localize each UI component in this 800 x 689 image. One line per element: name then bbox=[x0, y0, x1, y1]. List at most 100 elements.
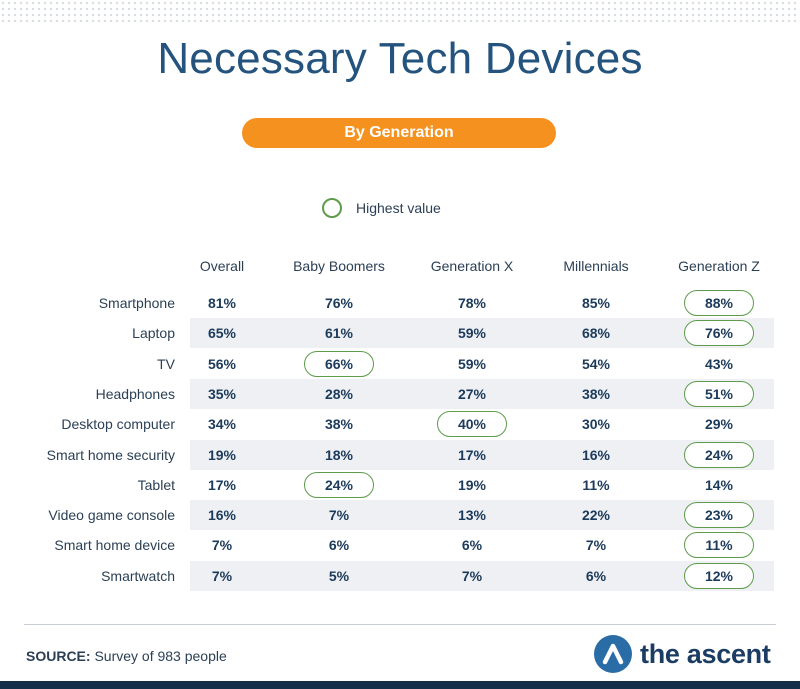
row-label: Headphones bbox=[95, 385, 175, 402]
table-row: Tablet 17% 24% 19% 11% 14% bbox=[0, 470, 800, 500]
highest-value-ring bbox=[684, 502, 754, 529]
table-cell: 12% bbox=[704, 567, 734, 584]
table-cell: 19% bbox=[457, 476, 487, 493]
ascent-logo-icon bbox=[594, 635, 632, 673]
legend-label: Highest value bbox=[356, 200, 441, 216]
row-label: Smart home device bbox=[54, 537, 175, 554]
table-cell: 51% bbox=[704, 385, 734, 402]
highest-value-ring bbox=[684, 532, 754, 559]
chart-title: Necessary Tech Devices bbox=[157, 34, 643, 83]
table-row: Video game console 16% 7% 13% 22% 23% bbox=[0, 500, 800, 531]
table-cell: 78% bbox=[457, 295, 487, 311]
table-cell: 11% bbox=[582, 476, 610, 493]
table-cell: 65% bbox=[207, 325, 237, 342]
table-cell: 38% bbox=[581, 385, 611, 402]
row-label: Smart home security bbox=[46, 446, 175, 463]
table-cell: 59% bbox=[457, 325, 487, 342]
row-label: Smartwatch bbox=[101, 567, 175, 584]
table-cell: 24% bbox=[704, 446, 734, 463]
highest-value-ring bbox=[304, 471, 374, 498]
row-label: Tablet bbox=[137, 476, 175, 493]
table-row: Laptop 65% 61% 59% 68% 76% bbox=[0, 318, 800, 349]
subtitle-pill: By Generation bbox=[242, 118, 556, 148]
table-cell: 23% bbox=[704, 507, 734, 524]
row-label: Desktop computer bbox=[61, 416, 175, 433]
table-cell: 7% bbox=[328, 507, 350, 524]
table-cell: 56% bbox=[207, 355, 237, 372]
column-header: Generation X bbox=[430, 258, 514, 274]
table-cell: 88% bbox=[704, 295, 734, 311]
source-text: Survey of 983 people bbox=[94, 648, 227, 664]
highest-value-ring bbox=[684, 320, 754, 347]
row-shade bbox=[190, 318, 774, 349]
highlight-ring-icon bbox=[322, 198, 342, 218]
table-cell: 30% bbox=[581, 416, 611, 433]
brand-name: the ascent bbox=[640, 639, 771, 669]
table-cell: 59% bbox=[457, 355, 487, 372]
table-cell: 54% bbox=[581, 355, 611, 372]
table-cell: 43% bbox=[704, 355, 734, 372]
table-cell: 13% bbox=[457, 507, 487, 524]
table-cell: 24% bbox=[324, 476, 354, 493]
table-cell: 7% bbox=[585, 537, 607, 554]
table-cell: 16% bbox=[581, 446, 611, 463]
table-cell: 7% bbox=[211, 567, 233, 584]
table-cell: 19% bbox=[207, 446, 237, 463]
table-cell: 35% bbox=[207, 385, 237, 402]
row-label: Video game console bbox=[48, 507, 175, 524]
table-cell: 76% bbox=[704, 325, 734, 342]
table-cell: 76% bbox=[324, 295, 354, 311]
table-row: Smart home device 7% 6% 6% 7% 11% bbox=[0, 530, 800, 560]
highest-value-ring bbox=[684, 441, 754, 468]
table-cell: 14% bbox=[704, 476, 734, 493]
table-row: Smartphone 81% 76% 78% 85% 88% bbox=[0, 288, 800, 318]
table-cell: 18% bbox=[324, 446, 354, 463]
table-row: Smart home security 19% 18% 17% 16% 24% bbox=[0, 439, 800, 470]
bottom-bar bbox=[0, 681, 800, 689]
table-cell: 61% bbox=[324, 325, 354, 342]
row-shade bbox=[190, 500, 774, 531]
column-header: Baby Boomers bbox=[293, 258, 385, 274]
table-cell: 22% bbox=[581, 507, 611, 524]
highest-value-ring bbox=[684, 562, 754, 589]
column-header: Generation Z bbox=[678, 258, 760, 274]
row-shade bbox=[190, 378, 774, 409]
row-label: TV bbox=[157, 355, 175, 372]
table-row: TV 56% 66% 59% 54% 43% bbox=[0, 349, 800, 379]
table-cell: 11% bbox=[705, 537, 733, 554]
table-cell: 6% bbox=[461, 537, 483, 554]
column-header: Overall bbox=[199, 258, 245, 274]
table-cell: 16% bbox=[207, 507, 237, 524]
row-shade bbox=[190, 439, 774, 470]
table-cell: 85% bbox=[581, 295, 611, 311]
row-shade bbox=[190, 560, 774, 591]
footer-divider bbox=[24, 624, 776, 625]
table-cell: 6% bbox=[585, 567, 607, 584]
table-cell: 7% bbox=[461, 567, 483, 584]
column-header: Millennials bbox=[563, 258, 629, 274]
table-cell: 5% bbox=[328, 567, 350, 584]
highest-value-ring bbox=[304, 350, 374, 377]
table-cell: 29% bbox=[704, 416, 734, 433]
source-note: SOURCE: Survey of 983 people bbox=[26, 648, 227, 664]
table-cell: 27% bbox=[457, 385, 487, 402]
table-row: Headphones 35% 28% 27% 38% 51% bbox=[0, 378, 800, 409]
table-cell: 6% bbox=[328, 537, 350, 554]
table-cell: 40% bbox=[457, 416, 487, 433]
table-cell: 66% bbox=[324, 355, 354, 372]
table-cell: 38% bbox=[324, 416, 354, 433]
table-cell: 17% bbox=[207, 476, 237, 493]
row-label: Smartphone bbox=[98, 295, 175, 311]
table-cell: 34% bbox=[207, 416, 237, 433]
table-cell: 7% bbox=[211, 537, 233, 554]
table-row: Desktop computer 34% 38% 40% 30% 29% bbox=[0, 409, 800, 439]
highest-value-ring bbox=[437, 411, 507, 438]
dotted-header-band bbox=[0, 0, 800, 22]
table-cell: 81% bbox=[207, 295, 237, 311]
table-cell: 68% bbox=[581, 325, 611, 342]
table-cell: 17% bbox=[457, 446, 487, 463]
source-label: SOURCE: bbox=[26, 648, 91, 664]
table-cell: 28% bbox=[324, 385, 354, 402]
highest-value-ring bbox=[684, 290, 754, 316]
highest-value-ring bbox=[684, 380, 754, 407]
